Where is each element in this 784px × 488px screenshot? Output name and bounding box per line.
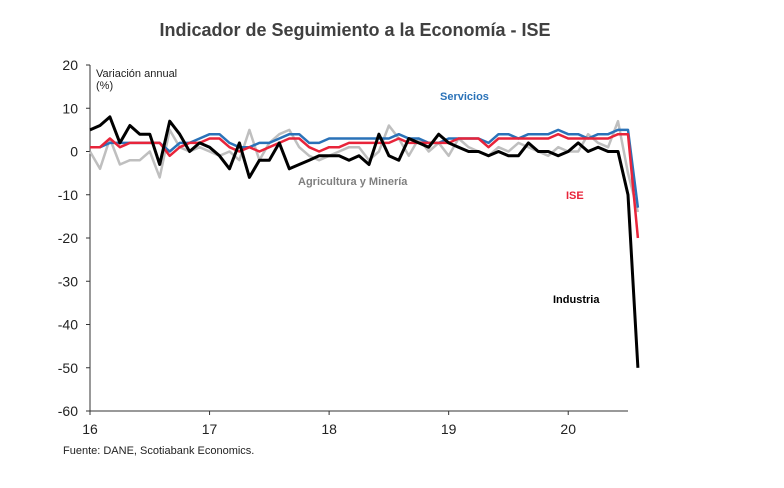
x-tick-label: 19 xyxy=(441,421,457,437)
source-note: Fuente: DANE, Scotiabank Economics. xyxy=(63,445,255,457)
y-tick-label: -30 xyxy=(58,273,78,289)
series-line-industria xyxy=(89,115,640,368)
y-tick-label: -60 xyxy=(58,403,78,419)
series-label: ISE xyxy=(566,190,584,202)
y-tick-label: 20 xyxy=(62,57,78,73)
y-tick-label: -20 xyxy=(58,230,78,246)
y-tick-label: 0 xyxy=(70,144,78,160)
y-axis-label: Variación annual xyxy=(96,68,177,80)
series-label: Agricultura y Minería xyxy=(298,176,408,188)
y-tick-label: -50 xyxy=(58,360,78,376)
series-label: Servicios xyxy=(440,91,489,103)
y-tick-label: 10 xyxy=(62,100,78,116)
x-tick-label: 18 xyxy=(321,421,337,437)
y-tick-label: -10 xyxy=(58,187,78,203)
y-tick-label: -40 xyxy=(58,317,78,333)
x-tick-label: 20 xyxy=(560,421,576,437)
series-line-servicios xyxy=(90,128,640,208)
chart-title: Indicador de Seguimiento a la Economía -… xyxy=(159,20,551,40)
series-line-agricultura-y-miner-a xyxy=(88,119,640,213)
series-line-ise xyxy=(90,132,640,239)
y-axis-label: (%) xyxy=(96,80,113,92)
series-label: Industria xyxy=(553,294,600,306)
x-tick-label: 17 xyxy=(202,421,218,437)
x-tick-label: 16 xyxy=(82,421,98,437)
